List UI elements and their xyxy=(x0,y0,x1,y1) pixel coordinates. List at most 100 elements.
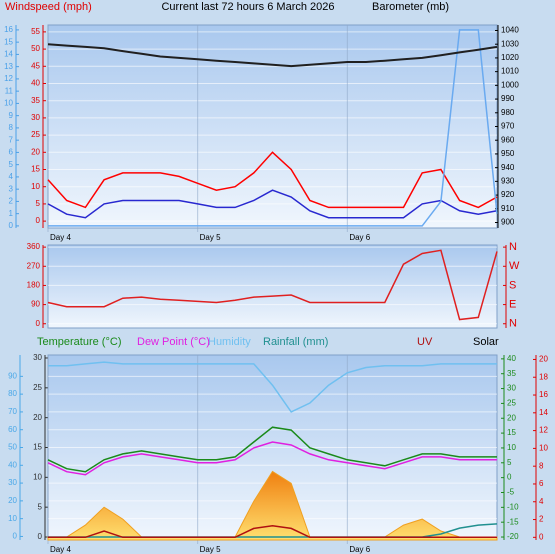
y2-tick-label: N xyxy=(509,241,517,253)
y-tick-label: 55 xyxy=(31,27,40,36)
y-tick-label: 15 xyxy=(31,165,40,174)
y-axis-label: Windspeed (mph) xyxy=(5,1,92,13)
y-tick-label: 360 xyxy=(27,242,41,251)
y3-tick-label: 10 xyxy=(4,99,13,108)
y4-tick-label: 14 xyxy=(539,408,548,417)
y-tick-label: 5 xyxy=(36,199,41,208)
y3-tick-label: 13 xyxy=(4,62,13,71)
y2-tick-label: 950 xyxy=(501,149,515,158)
y-tick-label: 40 xyxy=(8,460,17,469)
y3-tick-label: 4 xyxy=(9,172,14,181)
y4-tick-label: 18 xyxy=(539,372,548,381)
y4-tick-label: 12 xyxy=(539,426,548,435)
y3-tick-label: 5 xyxy=(9,160,14,169)
legend-label: Humidity xyxy=(208,336,251,348)
y3-tick-label: 5 xyxy=(38,502,43,511)
y2-tick-label: 40 xyxy=(507,354,516,363)
y2-tick-label: 940 xyxy=(501,163,515,172)
legend-label: UV xyxy=(417,336,433,348)
y-tick-label: 10 xyxy=(8,514,17,523)
line xyxy=(47,426,497,473)
y2-tick-label: 930 xyxy=(501,176,515,185)
y2-tick-label: N xyxy=(509,318,517,330)
y2-tick-label: 25 xyxy=(507,399,516,408)
y-tick-label: 90 xyxy=(31,300,40,309)
y3-tick-label: 11 xyxy=(5,86,14,95)
y-tick-label: 40 xyxy=(31,79,40,88)
y2-tick-label: 1010 xyxy=(501,67,519,76)
x-tick-label: Day 6 xyxy=(349,233,370,242)
y3-tick-label: 10 xyxy=(33,472,42,481)
line xyxy=(47,441,497,476)
y-tick-label: 20 xyxy=(8,496,17,505)
y2-tick-label: 1020 xyxy=(501,53,519,62)
y-tick-label: 0 xyxy=(36,216,41,225)
y2-tick-label: 980 xyxy=(501,108,515,117)
line xyxy=(48,29,498,227)
y2-tick-label: 20 xyxy=(507,413,516,422)
legend-label: Temperature (°C) xyxy=(37,336,121,348)
y2-tick-label: 30 xyxy=(507,384,516,393)
y2-tick-label: 35 xyxy=(507,369,516,378)
x-tick-label: Day 4 xyxy=(50,545,71,554)
y2-tick-label: 1030 xyxy=(501,39,519,48)
y3-tick-label: 14 xyxy=(4,50,13,59)
y3-tick-label: 3 xyxy=(9,184,14,193)
y-tick-label: 60 xyxy=(8,425,17,434)
y-tick-label: 35 xyxy=(31,96,40,105)
y3-tick-label: 2 xyxy=(9,197,14,206)
legend-label: Dew Point (°C) xyxy=(137,336,210,348)
line xyxy=(47,189,498,219)
y3-tick-label: 12 xyxy=(4,74,13,83)
y2-tick-label: 1040 xyxy=(501,26,519,35)
plot-area xyxy=(47,24,498,229)
y3-tick-label: 15 xyxy=(33,443,42,452)
line xyxy=(48,361,497,413)
y-tick-label: 50 xyxy=(8,443,17,452)
y2-tick-label: 910 xyxy=(501,204,515,213)
y2-tick-label: -15 xyxy=(507,517,519,526)
y4-tick-label: 10 xyxy=(539,443,548,452)
y-tick-label: 270 xyxy=(27,261,41,270)
line xyxy=(47,249,498,321)
y-tick-label: 80 xyxy=(8,389,17,398)
y2-tick-label: 10 xyxy=(507,443,516,452)
y3-tick-label: 1 xyxy=(9,209,14,218)
y3-tick-label: 25 xyxy=(33,383,42,392)
x-tick-label: Day 6 xyxy=(349,545,370,554)
y-tick-label: 25 xyxy=(31,130,40,139)
y2-tick-label: 990 xyxy=(501,94,515,103)
y4-tick-label: 16 xyxy=(539,390,548,399)
plot-area xyxy=(47,244,498,329)
y3-tick-label: 30 xyxy=(33,353,42,362)
line xyxy=(47,43,498,68)
y4-tick-label: 20 xyxy=(539,355,548,364)
y-tick-label: 10 xyxy=(31,182,40,191)
x-tick-label: Day 4 xyxy=(50,233,71,242)
y2-tick-label: 960 xyxy=(501,135,515,144)
y2-tick-label: E xyxy=(509,298,516,310)
y3-tick-label: 8 xyxy=(9,123,14,132)
y2-tick-label: 15 xyxy=(507,428,516,437)
y-tick-label: 0 xyxy=(13,532,18,541)
y3-tick-label: 6 xyxy=(9,148,14,157)
legend-label: Rainfall (mm) xyxy=(263,336,328,348)
y2-axis-label: Barometer (mb) xyxy=(372,1,449,13)
y3-tick-label: 15 xyxy=(4,37,13,46)
y2-tick-label: 1000 xyxy=(501,80,519,89)
y-tick-label: 30 xyxy=(8,478,17,487)
y4-tick-label: 6 xyxy=(539,479,544,488)
y-tick-label: 50 xyxy=(31,44,40,53)
line xyxy=(47,151,498,209)
y4-tick-label: 8 xyxy=(539,461,544,470)
y-tick-label: 70 xyxy=(8,407,17,416)
y2-tick-label: 900 xyxy=(501,218,515,227)
y2-tick-label: -10 xyxy=(507,502,519,511)
y3-tick-label: 7 xyxy=(9,135,14,144)
y3-tick-label: 16 xyxy=(4,25,13,34)
x-tick-label: Day 5 xyxy=(200,233,221,242)
y2-tick-label: -20 xyxy=(507,532,519,541)
chart-title: Current last 72 hours 6 March 2026 xyxy=(161,1,334,13)
y3-tick-label: 0 xyxy=(38,532,43,541)
